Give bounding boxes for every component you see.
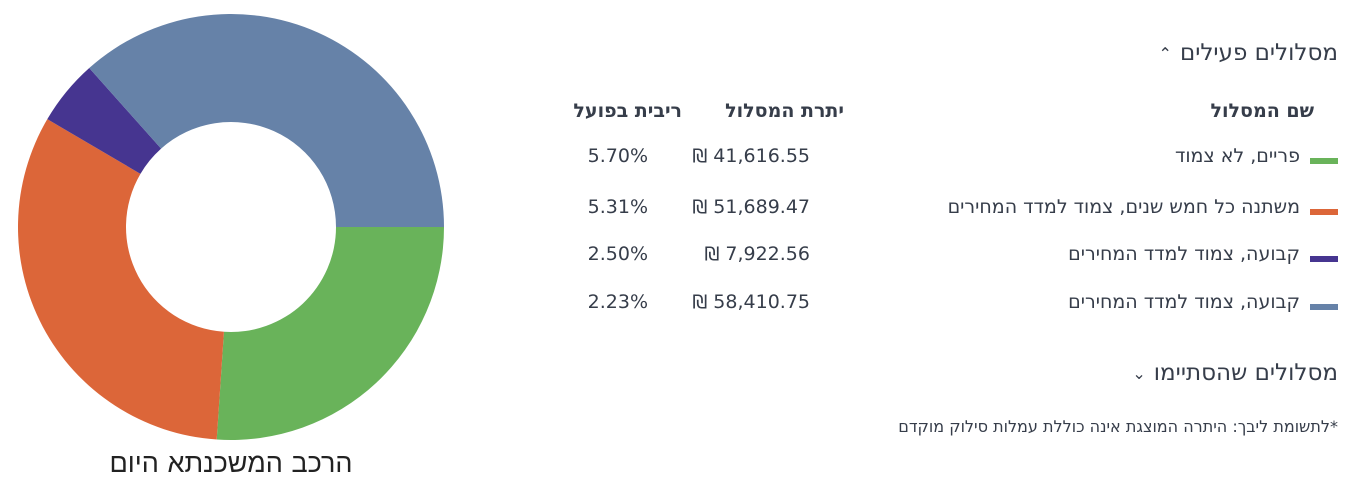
column-header-rate: ריבית בפועל [573, 100, 682, 122]
completed-tracks-toggle[interactable]: מסלולים שהסתיימו ⌄ [1132, 360, 1338, 386]
table-row: קבועה, צמוד למדד המחירים ₪ 58,410.75 2.23% [478, 291, 1338, 321]
completed-tracks-title: מסלולים שהסתיימו [1153, 360, 1338, 386]
chart-title: הרכב המשכנתא היום [109, 448, 353, 479]
early-repayment-note: *לתשומת ליבך: היתרה המוצגת אינה כוללת עמ… [898, 417, 1338, 436]
track-balance: ₪ 58,410.75 [692, 291, 810, 313]
track-rate: 5.31% [587, 196, 648, 218]
donut-slice[interactable] [17, 119, 224, 440]
track-rate: 2.50% [587, 243, 648, 265]
table-row: משתנה כל חמש שנים, צמוד למדד המחירים ₪ 51… [478, 196, 1338, 226]
track-balance: ₪ 41,616.55 [692, 145, 810, 167]
tracks-panel: מסלולים פעילים ⌃ שם המסלול יתרת המסלול ר… [472, 0, 1372, 500]
chevron-up-icon: ⌃ [1158, 43, 1172, 63]
donut-svg [17, 14, 444, 441]
active-tracks-toggle[interactable]: מסלולים פעילים ⌃ [1159, 40, 1338, 66]
chevron-down-icon: ⌄ [1132, 363, 1146, 383]
legend-swatch [1310, 256, 1338, 262]
track-name: פריים, לא צמוד [1174, 145, 1300, 167]
track-name: קבועה, צמוד למדד המחירים [1068, 243, 1300, 265]
mortgage-donut-chart: הרכב המשכנתא היום [0, 0, 460, 500]
donut-slice[interactable] [47, 68, 162, 174]
donut-slice[interactable] [216, 227, 444, 441]
active-tracks-title: מסלולים פעילים [1179, 40, 1338, 66]
track-balance: ₪ 7,922.56 [704, 243, 810, 265]
track-rate: 5.70% [587, 145, 648, 167]
table-row: פריים, לא צמוד ₪ 41,616.55 5.70% [478, 145, 1338, 175]
legend-swatch [1310, 158, 1338, 164]
column-header-balance: יתרת המסלול [725, 100, 844, 122]
legend-swatch [1310, 304, 1338, 310]
table-row: קבועה, צמוד למדד המחירים ₪ 7,922.56 2.50% [478, 243, 1338, 273]
track-name: קבועה, צמוד למדד המחירים [1068, 291, 1300, 313]
track-balance: ₪ 51,689.47 [692, 196, 810, 218]
donut-slice[interactable] [89, 14, 444, 227]
legend-swatch [1310, 209, 1338, 215]
track-name: משתנה כל חמש שנים, צמוד למדד המחירים [947, 196, 1300, 218]
track-rate: 2.23% [587, 291, 648, 313]
column-header-name: שם המסלול [1210, 100, 1314, 122]
